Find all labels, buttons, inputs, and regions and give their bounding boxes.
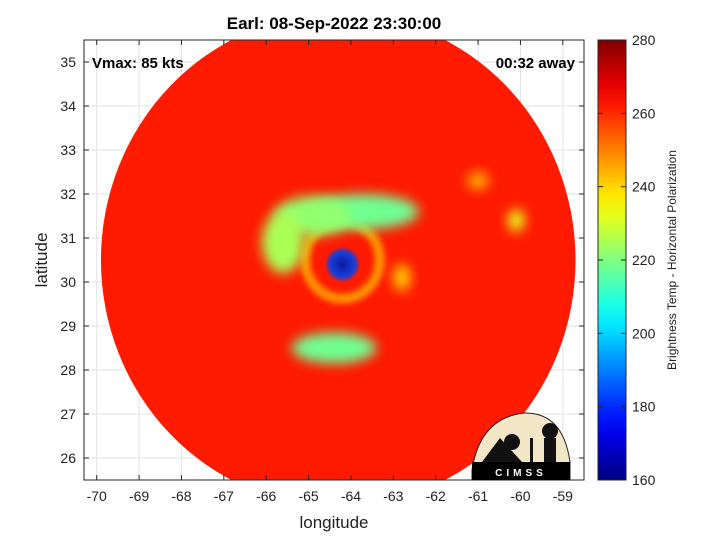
colorbar-ticks: 160 180 200 220 240 260 280 bbox=[598, 32, 656, 488]
x-tick-label: -68 bbox=[171, 488, 191, 504]
cimss-logo: CIMSS bbox=[471, 412, 571, 481]
y-tick-label: 28 bbox=[60, 362, 76, 378]
x-tick-label: -60 bbox=[510, 488, 530, 504]
brightness-temp-swath bbox=[100, 40, 576, 480]
x-tick-label: -70 bbox=[87, 488, 107, 504]
x-tick-label: -67 bbox=[214, 488, 234, 504]
vmax-label: Vmax: 85 kts bbox=[92, 55, 184, 72]
x-tick-label: -69 bbox=[129, 488, 149, 504]
colorbar-tick-label: 280 bbox=[632, 32, 656, 48]
logo-text: CIMSS bbox=[495, 468, 547, 479]
y-tick-label: 29 bbox=[60, 318, 76, 334]
x-tick-label: -59 bbox=[553, 488, 573, 504]
y-axis-label: latitude bbox=[32, 233, 51, 288]
colorbar-tick-label: 200 bbox=[632, 325, 656, 341]
y-tick-label: 31 bbox=[60, 230, 76, 246]
chart-title: Earl: 08-Sep-2022 23:30:00 bbox=[227, 14, 442, 33]
colorbar-tick-label: 260 bbox=[632, 105, 656, 121]
y-tick-label: 35 bbox=[60, 54, 76, 70]
y-tick-label: 30 bbox=[60, 274, 76, 290]
x-tick-label: -65 bbox=[298, 488, 318, 504]
y-tick-label: 26 bbox=[60, 450, 76, 466]
y-tick-label: 34 bbox=[60, 98, 76, 114]
storm-eye bbox=[324, 246, 361, 283]
convective-feature bbox=[507, 209, 525, 232]
colorbar-tick-label: 180 bbox=[632, 399, 656, 415]
x-tick-label: -63 bbox=[383, 488, 403, 504]
x-tick-label: -62 bbox=[426, 488, 446, 504]
plot-frame bbox=[83, 39, 585, 481]
colorbar-label: Brightness Temp - Horizontal Polarizatio… bbox=[665, 150, 679, 370]
y-axis: 26 27 28 29 30 31 32 33 34 35 bbox=[60, 54, 584, 466]
x-axis: -70 -69 -68 -67 -66 -65 -64 -63 -62 -61 -60 -59 bbox=[87, 40, 573, 504]
x-axis-label: longitude bbox=[299, 513, 368, 532]
colorbar-tick-label: 160 bbox=[632, 472, 656, 488]
y-tick-label: 32 bbox=[60, 186, 76, 202]
colorbar-tick-label: 220 bbox=[632, 252, 656, 268]
time-offset-label: 00:32 away bbox=[496, 55, 576, 72]
x-tick-label: -64 bbox=[341, 488, 361, 504]
y-tick-label: 33 bbox=[60, 142, 76, 158]
colorbar-tick-label: 240 bbox=[632, 179, 656, 195]
y-tick-label: 27 bbox=[60, 406, 76, 422]
convective-feature bbox=[291, 332, 377, 364]
x-tick-label: -61 bbox=[468, 488, 488, 504]
convective-feature bbox=[467, 172, 489, 190]
x-tick-label: -66 bbox=[256, 488, 276, 504]
convective-feature bbox=[261, 211, 305, 274]
convective-feature bbox=[393, 264, 411, 291]
